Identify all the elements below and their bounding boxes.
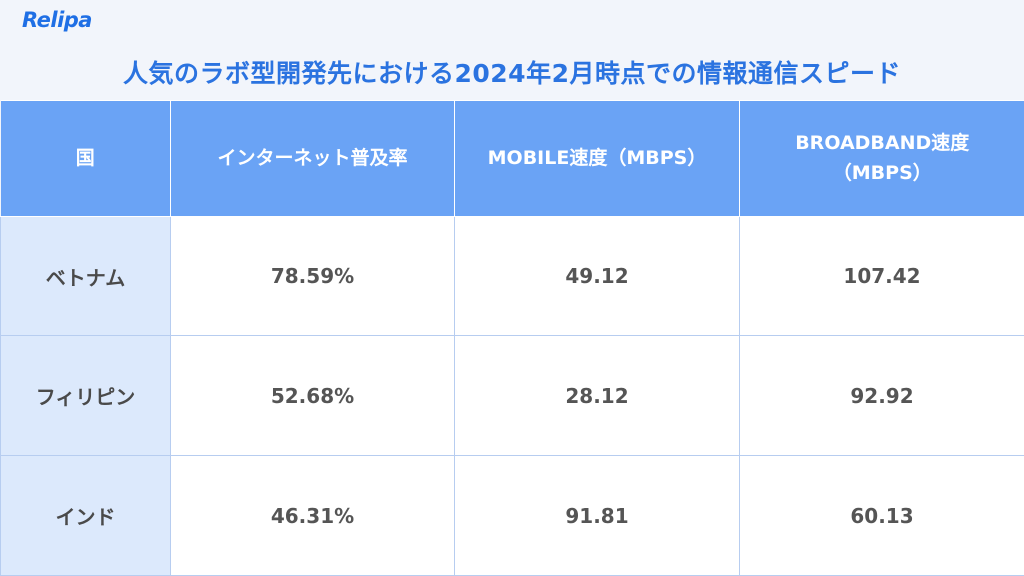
broadband-speed-cell: 107.42 bbox=[739, 215, 1024, 337]
penetration-cell: 78.59% bbox=[170, 215, 455, 337]
table-row: ベトナム 78.59% 49.12 107.42 bbox=[0, 215, 1024, 337]
header-country: 国 bbox=[0, 100, 171, 217]
header-broadband-speed: BROADBAND速度（MBPS） bbox=[739, 100, 1024, 217]
table-row: インド 46.31% 91.81 60.13 bbox=[0, 455, 1024, 576]
penetration-cell: 52.68% bbox=[170, 335, 455, 457]
comparison-table: 国 インターネット普及率 MOBILE速度（MBPS） BROADBAND速度（… bbox=[0, 100, 1024, 576]
country-cell: インド bbox=[0, 455, 171, 576]
header-internet-penetration: インターネット普及率 bbox=[170, 100, 455, 217]
country-cell: ベトナム bbox=[0, 215, 171, 337]
table-header-row: 国 インターネット普及率 MOBILE速度（MBPS） BROADBAND速度（… bbox=[0, 100, 1024, 217]
country-cell: フィリピン bbox=[0, 335, 171, 457]
page-title: 人気のラボ型開発先における2024年2月時点での情報通信スピード bbox=[123, 59, 901, 88]
broadband-speed-cell: 60.13 bbox=[739, 455, 1024, 576]
header-mobile-speed: MOBILE速度（MBPS） bbox=[454, 100, 740, 217]
mobile-speed-cell: 49.12 bbox=[454, 215, 740, 337]
mobile-speed-cell: 91.81 bbox=[454, 455, 740, 576]
table-row: フィリピン 52.68% 28.12 92.92 bbox=[0, 335, 1024, 457]
relipa-logo: Relipa bbox=[22, 8, 92, 32]
penetration-cell: 46.31% bbox=[170, 455, 455, 576]
mobile-speed-cell: 28.12 bbox=[454, 335, 740, 457]
broadband-speed-cell: 92.92 bbox=[739, 335, 1024, 457]
